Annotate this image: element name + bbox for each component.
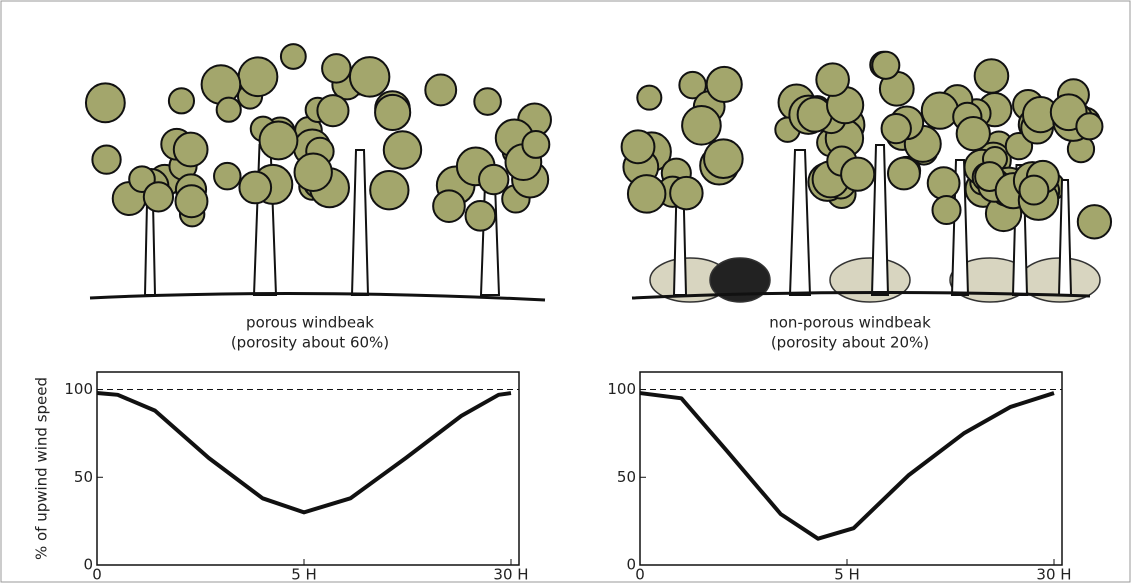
- bush: [830, 258, 910, 302]
- leaf: [350, 57, 389, 96]
- y-tick-label: 50: [617, 468, 636, 486]
- leaf: [888, 158, 920, 190]
- leaf: [92, 145, 120, 173]
- leaf: [932, 196, 960, 224]
- leaf: [322, 54, 350, 82]
- leaf: [928, 167, 960, 199]
- leaf: [144, 182, 173, 211]
- leaf: [214, 163, 241, 190]
- y-axis-label: % of upwind wind speed: [33, 377, 51, 560]
- leaf: [260, 121, 298, 159]
- leaf: [622, 130, 655, 163]
- leaf: [816, 63, 849, 96]
- leaf: [317, 95, 348, 126]
- caption-subtitle: (porosity about 20%): [771, 334, 929, 352]
- leaf: [370, 171, 408, 209]
- leaf: [957, 117, 990, 150]
- leaf: [86, 83, 125, 122]
- y-tick-label: 50: [74, 468, 93, 486]
- leaf: [1076, 113, 1102, 139]
- leaf: [474, 88, 501, 115]
- leaf: [628, 175, 665, 212]
- leaf: [217, 98, 241, 122]
- y-tick-label: 100: [64, 380, 93, 398]
- caption-subtitle: (porosity about 60%): [231, 334, 389, 352]
- trunk: [1059, 180, 1071, 295]
- leaf: [522, 131, 549, 158]
- leaf: [1078, 205, 1111, 238]
- x-tick-label: 0: [635, 566, 645, 583]
- leaf: [637, 86, 661, 110]
- leaf: [975, 59, 1009, 93]
- leaf: [169, 88, 194, 113]
- trunk: [872, 145, 888, 295]
- y-tick-label: 100: [607, 380, 636, 398]
- leaf: [466, 201, 496, 231]
- leaf: [433, 190, 465, 222]
- leaf: [375, 95, 410, 130]
- leaf: [176, 185, 208, 217]
- x-tick-label: 30 H: [493, 566, 528, 583]
- leaf: [281, 44, 306, 69]
- leaf: [882, 114, 911, 143]
- x-tick-label: 5 H: [291, 566, 317, 583]
- leaf: [384, 131, 421, 168]
- x-tick-label: 5 H: [834, 566, 860, 583]
- leaf: [239, 172, 271, 204]
- trunk: [352, 150, 368, 295]
- leaf: [1019, 176, 1048, 205]
- leaf: [425, 75, 456, 106]
- leaf: [479, 165, 508, 194]
- x-tick-label: 30 H: [1036, 566, 1071, 583]
- leaf: [239, 57, 278, 96]
- leaf: [707, 67, 742, 102]
- figure: porous windbeak (porosity about 60%) % of …: [0, 0, 1131, 583]
- x-tick-label: 0: [92, 566, 102, 583]
- leaf: [295, 154, 332, 191]
- caption-title: porous windbeak: [246, 314, 374, 332]
- leaf: [704, 139, 743, 178]
- leaf: [922, 92, 958, 128]
- leaf: [682, 106, 721, 145]
- leaf: [174, 133, 208, 167]
- leaf: [670, 177, 702, 209]
- leaf: [872, 52, 899, 79]
- leaf: [841, 158, 874, 191]
- caption-title: non-porous windbeak: [769, 314, 931, 332]
